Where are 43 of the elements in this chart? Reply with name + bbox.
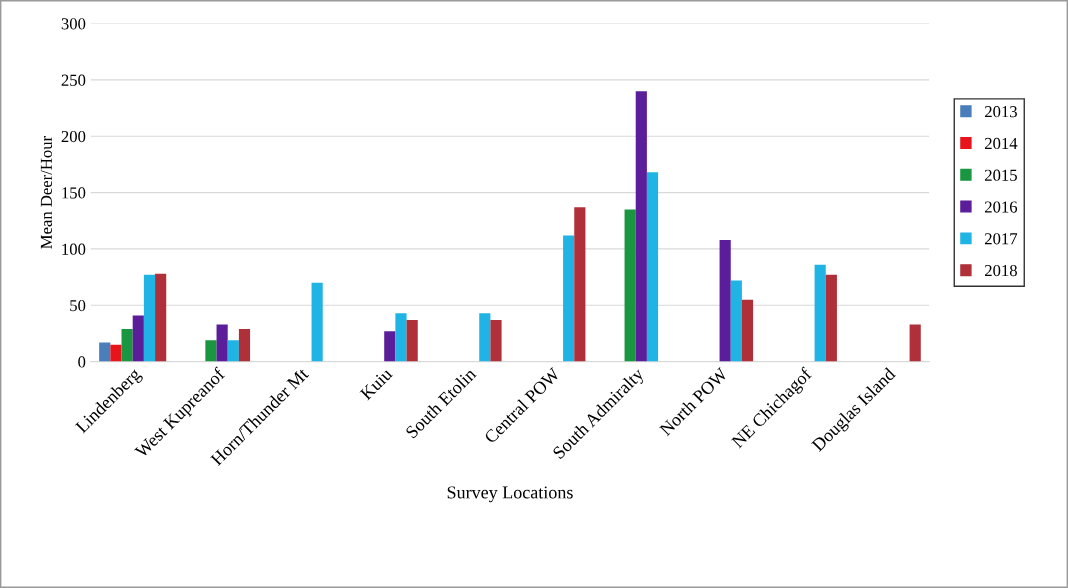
legend-label: 2016: [984, 201, 1018, 213]
y-tick-label: 250: [61, 74, 86, 86]
bar: [730, 280, 742, 362]
bar: [574, 207, 586, 362]
bar: [479, 313, 491, 362]
bar: [406, 319, 418, 362]
bar: [635, 91, 647, 362]
bar: [121, 328, 133, 362]
x-axis-title: Survey Locations: [447, 486, 573, 503]
bar: [646, 172, 659, 362]
y-tick-label: 100: [62, 243, 86, 255]
bar: [205, 340, 217, 362]
x-tick-label: Kuiu: [359, 367, 393, 401]
bar: [155, 273, 167, 362]
y-tick-label: 150: [62, 187, 86, 199]
y-tick-label: 300: [61, 18, 86, 30]
bar: [238, 328, 251, 362]
y-axis-title: Mean Deer/Hour: [40, 136, 52, 249]
bar: [143, 274, 156, 362]
bar: [909, 324, 921, 362]
bar: [814, 264, 826, 362]
y-tick-label: 50: [70, 299, 86, 312]
bar: [741, 299, 754, 362]
y-tick-label: 0: [78, 356, 86, 368]
legend-label: 2018: [984, 264, 1017, 277]
bar: [227, 340, 239, 362]
legend-label: 2013: [984, 106, 1017, 118]
bar: [624, 209, 636, 362]
bar: [216, 324, 228, 362]
bar: [719, 239, 731, 362]
bar: [825, 274, 837, 362]
bar: [384, 331, 396, 362]
bar: [110, 344, 122, 362]
bar: [490, 319, 502, 362]
y-tick-label: 200: [61, 130, 86, 143]
bar: [563, 235, 575, 362]
legend-label: 2017: [984, 233, 1018, 245]
bar: [311, 282, 323, 362]
legend-label: 2015: [984, 169, 1017, 181]
legend-label: 2014: [984, 137, 1018, 150]
bar: [132, 315, 144, 362]
bar: [99, 342, 111, 362]
bar: [395, 313, 407, 362]
